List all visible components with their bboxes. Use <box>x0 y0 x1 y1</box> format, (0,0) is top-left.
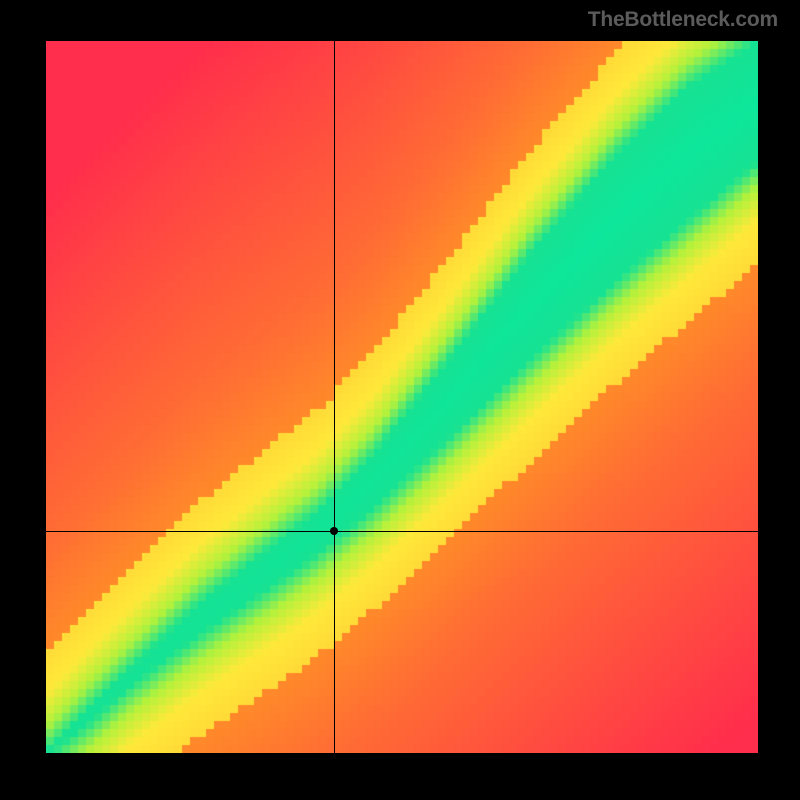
crosshair-vertical <box>334 41 335 753</box>
watermark-text: TheBottleneck.com <box>588 8 778 32</box>
crosshair-horizontal <box>46 531 758 532</box>
crosshair-marker-dot <box>330 527 338 535</box>
bottleneck-heatmap <box>46 41 758 753</box>
page-root: TheBottleneck.com <box>0 0 800 800</box>
